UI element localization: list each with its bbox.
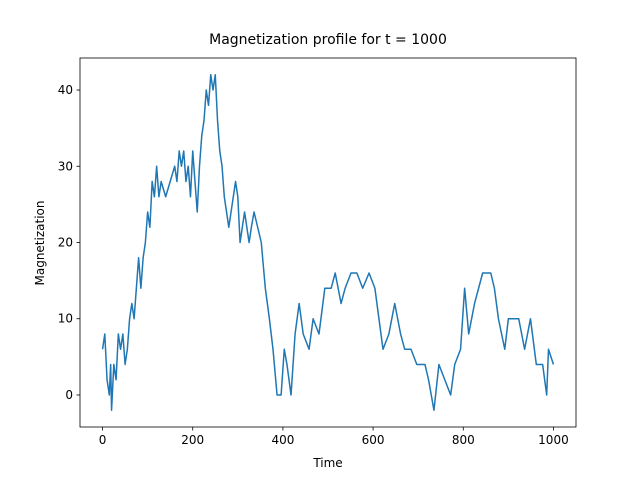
x-tick-label: 800 <box>452 433 475 447</box>
x-tick-label: 400 <box>271 433 294 447</box>
x-tick-label: 200 <box>181 433 204 447</box>
chart-title: Magnetization profile for t = 1000 <box>209 32 447 48</box>
data-line <box>101 74 555 411</box>
y-axis-label: Magnetization <box>33 201 47 286</box>
x-tick-label: 600 <box>362 433 385 447</box>
y-tick-label: 40 <box>58 83 73 97</box>
plot-frame <box>79 57 577 428</box>
x-axis-label: Time <box>312 456 342 470</box>
x-tick-label: 1000 <box>538 433 569 447</box>
y-tick-label: 30 <box>58 159 73 173</box>
y-tick-label: 10 <box>58 312 73 326</box>
y-tick-label: 0 <box>65 388 73 402</box>
x-tick-label: 0 <box>99 433 107 447</box>
y-tick-label: 20 <box>58 236 73 250</box>
